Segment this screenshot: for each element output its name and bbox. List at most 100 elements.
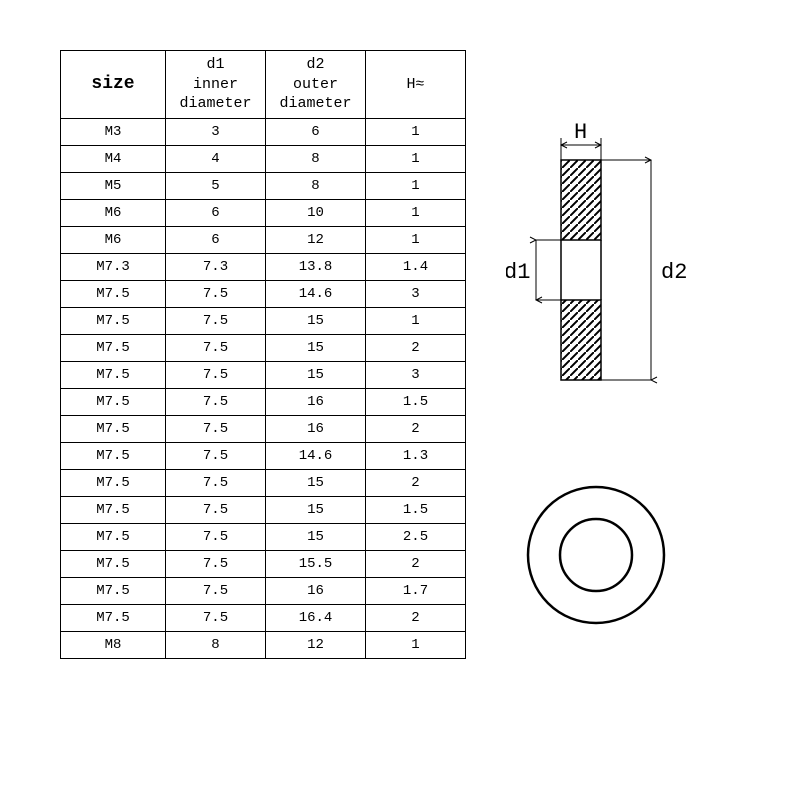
dimensions-table: sized1innerdiameterd2outerdiameterH≈ M33… [60,50,466,659]
table-header-row: size d1innerdiameter d2 outer diameter H≈ [61,51,466,119]
table-cell: 1 [366,632,466,659]
table-row: M7.57.5151 [61,308,466,335]
table-cell: 15 [266,362,366,389]
table-cell: 7.5 [166,335,266,362]
table-cell: 8 [266,173,366,200]
table-cell: M7.5 [61,308,166,335]
table-cell: 16.4 [266,605,366,632]
table-row: M7.57.5152 [61,470,466,497]
table-cell: 8 [266,146,366,173]
col-header-h: H≈ [366,51,466,119]
table-cell: 7.5 [166,605,266,632]
table-cell: 12 [266,227,366,254]
table-cell: 15 [266,470,366,497]
table-cell: 6 [166,200,266,227]
table-cell: M7.5 [61,551,166,578]
table-cell: M7.5 [61,578,166,605]
table-row: M7.57.5153 [61,362,466,389]
table-cell: M6 [61,200,166,227]
table-cell: 16 [266,578,366,605]
table-cell: 14.6 [266,443,366,470]
table-cell: 15 [266,524,366,551]
label-d1: d1 [506,260,530,285]
table-cell: 2 [366,416,466,443]
col-header-d1: d1innerdiameter [166,51,266,119]
table-cell: 7.5 [166,416,266,443]
col-header-d2: d2 outer diameter [266,51,366,119]
table-row: M7.57.5152 [61,335,466,362]
table-cell: M7.5 [61,281,166,308]
inner-circle [560,519,632,591]
table-cell: M7.5 [61,362,166,389]
header-text: diameter [279,95,351,112]
table-cell: 7.5 [166,308,266,335]
washer-top-view [521,480,671,630]
table-row: M66121 [61,227,466,254]
table-cell: 3 [366,362,466,389]
table-cell: 10 [266,200,366,227]
table-row: M7.57.5161.7 [61,578,466,605]
header-text: H≈ [406,76,424,93]
table-row: M7.57.515.52 [61,551,466,578]
table-cell: 1 [366,227,466,254]
table-cell: 3 [366,281,466,308]
table-cell: 16 [266,416,366,443]
table-cell: 6 [166,227,266,254]
table-body: M3361M4481M5581M66101M66121M7.37.313.81.… [61,119,466,659]
table-cell: M7.5 [61,497,166,524]
table-row: M7.57.516.42 [61,605,466,632]
header-text: d2 [306,56,324,73]
table-cell: 15.5 [266,551,366,578]
table-cell: 13.8 [266,254,366,281]
table-cell: 1.4 [366,254,466,281]
table-cell: 7.5 [166,362,266,389]
label-d2: d2 [661,260,687,285]
table-cell: 7.5 [166,578,266,605]
table-row: M4481 [61,146,466,173]
table-cell: 1 [366,308,466,335]
table-cell: 2 [366,605,466,632]
table-row: M7.57.5151.5 [61,497,466,524]
table-cell: 15 [266,335,366,362]
table-cell: 7.5 [166,551,266,578]
header-text: outer [293,76,338,93]
table-cell: 1 [366,119,466,146]
table-cell: 3 [166,119,266,146]
table-row: M7.57.5162 [61,416,466,443]
table-cell: 1 [366,146,466,173]
table-cell: 1 [366,173,466,200]
table-cell: M7.5 [61,470,166,497]
table-cell: 4 [166,146,266,173]
table-cell: 7.5 [166,281,266,308]
table-cell: 2.5 [366,524,466,551]
table-cell: M8 [61,632,166,659]
table-cell: 14.6 [266,281,366,308]
diagram-panel: Hd1d2 [506,50,726,659]
table-row: M7.57.5152.5 [61,524,466,551]
header-text: diameter [179,95,251,112]
table-cell: M7.5 [61,443,166,470]
table-cell: M7.5 [61,389,166,416]
table-cell: 7.5 [166,443,266,470]
table-row: M66101 [61,200,466,227]
table-cell: 15 [266,497,366,524]
table-cell: 7.5 [166,389,266,416]
table-cell: 7.3 [166,254,266,281]
table-cell: M3 [61,119,166,146]
section-view-diagram: Hd1d2 [506,120,726,420]
table-cell: 8 [166,632,266,659]
table-cell: 7.5 [166,524,266,551]
table-cell: 5 [166,173,266,200]
table-cell: 1.5 [366,389,466,416]
table-row: M7.57.514.63 [61,281,466,308]
table-row: M88121 [61,632,466,659]
outer-circle [528,487,664,623]
table-row: M7.57.514.61.3 [61,443,466,470]
table-cell: M6 [61,227,166,254]
table-row: M7.57.5161.5 [61,389,466,416]
table-cell: 7.5 [166,470,266,497]
header-text: size [91,74,134,94]
table-row: M3361 [61,119,466,146]
table-cell: 1 [366,200,466,227]
table-cell: 7.5 [166,497,266,524]
